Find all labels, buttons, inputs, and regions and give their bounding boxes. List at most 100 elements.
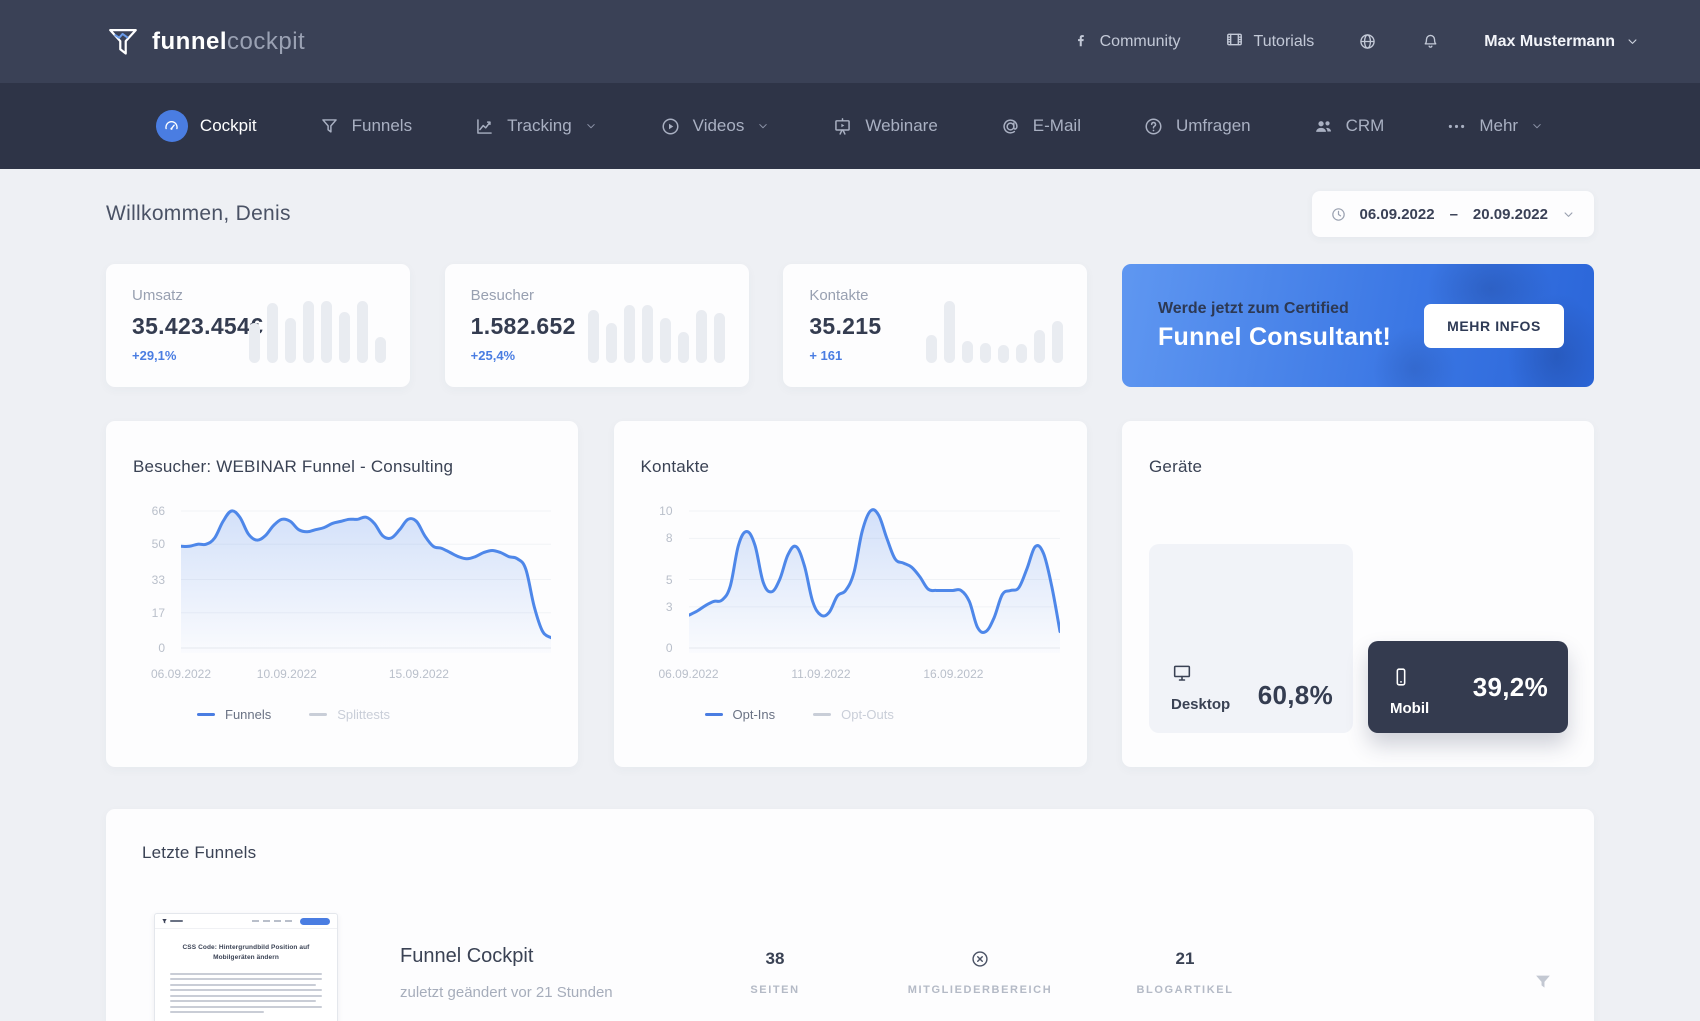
- nav-item-funnels[interactable]: Funnels: [319, 116, 412, 137]
- stat-value: 35.423.454€: [132, 313, 264, 339]
- legend-label: Opt-Ins: [732, 707, 776, 722]
- x-tick-label: 16.09.2022: [923, 667, 984, 681]
- funnel-icon: [319, 116, 340, 137]
- legend-item-optins[interactable]: Opt-Ins: [704, 707, 776, 722]
- mini-bar: [641, 304, 653, 363]
- stat-value: 35.215: [809, 313, 882, 339]
- funnel-stat-label: BLOGARTIKEL: [1136, 984, 1234, 996]
- play-circle-icon: [660, 116, 681, 137]
- nav-item-webinare[interactable]: Webinare: [832, 116, 938, 137]
- at-sign-icon: [1000, 116, 1021, 137]
- thumbnail-cta-button: [300, 917, 330, 925]
- banner-line-2: Funnel Consultant!: [1157, 322, 1392, 351]
- legend-item-optouts[interactable]: Opt-Outs: [813, 707, 894, 722]
- legend-label: Splittests: [337, 707, 390, 722]
- contacts-chart-card: Kontakte 10 8 5 3 0 06.09.2022 11.09.2022 16.0…: [613, 421, 1087, 767]
- y-axis-labels: 66 50 33 17 0: [133, 503, 173, 655]
- nav-item-email[interactable]: E-Mail: [1000, 116, 1081, 137]
- stat-card-umsatz: Umsatz 35.423.454€ +29,1%: [106, 264, 410, 387]
- globe-icon[interactable]: [1358, 32, 1377, 51]
- banner-text: Werde jetzt zum Certified Funnel Consult…: [1158, 300, 1391, 352]
- tutorials-link[interactable]: Tutorials: [1225, 30, 1314, 54]
- chevron-down-icon: [1530, 119, 1544, 133]
- mobile-label: Mobil: [1390, 700, 1430, 717]
- legend-dash-icon: [704, 713, 723, 716]
- mobile-share: 39,2%: [1472, 672, 1548, 702]
- nav-item-tracking[interactable]: Tracking: [474, 116, 598, 137]
- y-tick-label: 17: [151, 605, 165, 620]
- legend-item-splittests[interactable]: Splittests: [309, 707, 390, 722]
- funnel-stat-mitgliederbereich: MITGLIEDERBEREICH: [875, 949, 1085, 996]
- mini-bar: [659, 317, 671, 363]
- chart-plot: [687, 508, 1061, 653]
- recent-funnels-card: Letzte Funnels CSS Code: Hintergrundbild…: [106, 809, 1594, 1021]
- bell-icon[interactable]: [1421, 32, 1440, 51]
- monitor-icon: [1171, 665, 1193, 688]
- mini-bar: [1016, 344, 1028, 363]
- chevron-down-icon: [756, 119, 770, 133]
- funnel-modified: zuletzt geändert vor 21 Stunden: [400, 984, 613, 1001]
- stat-delta: +29,1%: [132, 348, 177, 363]
- legend-label: Opt-Outs: [841, 707, 894, 722]
- nav-item-videos[interactable]: Videos: [660, 116, 771, 137]
- community-link[interactable]: Community: [1071, 30, 1181, 54]
- mini-bar: [713, 313, 725, 363]
- mini-bar: [980, 342, 992, 363]
- filter-funnel-icon[interactable]: [1532, 971, 1554, 998]
- devices-card: Geräte Desktop 60,8% Mobil 39,2%: [1122, 421, 1594, 767]
- mini-bar: [285, 317, 296, 363]
- banner-line-1: Werde jetzt zum Certified: [1157, 299, 1349, 317]
- nav-item-cockpit[interactable]: Cockpit: [155, 110, 257, 142]
- mobile-tile: Mobil 39,2%: [1368, 641, 1568, 733]
- page-title: Willkommen, Denis: [106, 202, 291, 225]
- legend-dash-icon: [309, 713, 328, 716]
- nav-item-label: Mehr: [1479, 116, 1519, 135]
- x-axis-labels: 06.09.2022 10.09.2022 15.09.2022: [151, 667, 551, 685]
- chevron-down-icon: [1561, 206, 1576, 223]
- mehr-infos-button[interactable]: MEHR INFOS: [1424, 303, 1564, 348]
- contacts-chart: 10 8 5 3 0 06.09.2022 11.09.2022 16.09.2022 Opt…: [641, 503, 1061, 722]
- nav-item-umfragen[interactable]: Umfragen: [1143, 116, 1251, 137]
- user-menu[interactable]: Max Mustermann: [1484, 33, 1640, 51]
- logo[interactable]: funnelcockpit: [106, 25, 305, 59]
- chart-title: Kontakte: [640, 457, 710, 476]
- mini-bar: [357, 300, 368, 363]
- y-tick-label: 50: [151, 537, 165, 552]
- mini-bar: [998, 345, 1010, 363]
- stat-label: Umsatz: [132, 287, 183, 304]
- funnel-name: Funnel Cockpit: [400, 945, 534, 967]
- mini-bar: [303, 300, 314, 363]
- desktop-share: 60,8%: [1257, 680, 1333, 710]
- chart-legend: Opt-Ins Opt-Outs: [657, 707, 1060, 722]
- mini-bar: [267, 303, 278, 363]
- mini-bar: [321, 300, 332, 363]
- nav-item-label: CRM: [1345, 116, 1385, 135]
- clock-icon: [1330, 206, 1347, 223]
- chart-line-icon: [474, 116, 495, 137]
- y-tick-label: 10: [659, 504, 673, 518]
- nav-item-label: E-Mail: [1032, 116, 1081, 135]
- stat-delta: + 161: [809, 348, 843, 363]
- funnel-stat-label: MITGLIEDERBEREICH: [907, 984, 1053, 996]
- funnel-thumbnail: CSS Code: Hintergrundbild Position auf M…: [154, 913, 338, 1021]
- desktop-label: Desktop: [1171, 696, 1231, 713]
- legend-item-funnels[interactable]: Funnels: [197, 707, 271, 722]
- cross-circle-icon: [875, 949, 1085, 973]
- funnel-row[interactable]: CSS Code: Hintergrundbild Position auf M…: [142, 913, 1558, 1021]
- y-axis-labels: 10 8 5 3 0: [641, 503, 681, 655]
- recent-funnels-title: Letzte Funnels: [142, 843, 257, 862]
- date-separator: –: [1449, 205, 1458, 223]
- nav-item-crm[interactable]: CRM: [1313, 116, 1385, 137]
- stat-mini-bar-chart: [249, 290, 386, 363]
- chart-title: Besucher: WEBINAR Funnel - Consulting: [133, 457, 454, 476]
- chart-legend: Funnels Splittests: [149, 707, 551, 722]
- nav-item-label: Cockpit: [199, 116, 257, 135]
- date-range-picker[interactable]: 06.09.2022 – 20.09.2022: [1311, 191, 1594, 237]
- nav-item-mehr[interactable]: Mehr: [1446, 116, 1544, 137]
- chevron-down-icon: [584, 119, 598, 133]
- legend-dash-icon: [197, 713, 215, 716]
- mini-bar: [605, 322, 617, 363]
- y-tick-label: 33: [151, 572, 165, 587]
- promo-banner: Werde jetzt zum Certified Funnel Consult…: [1121, 264, 1594, 387]
- x-tick-label: 11.09.2022: [791, 667, 851, 681]
